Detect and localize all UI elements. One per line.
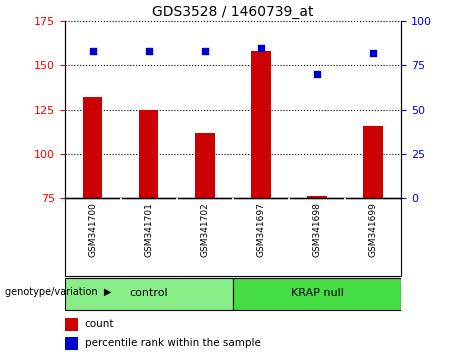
Text: GSM341698: GSM341698 [313,202,321,257]
Text: count: count [85,319,114,329]
Text: genotype/variation  ▶: genotype/variation ▶ [5,287,111,297]
Bar [307,196,327,198]
Point [257,45,265,51]
Bar [251,51,271,198]
Text: GSM341697: GSM341697 [256,202,266,257]
Point [201,48,208,54]
Point [89,48,96,54]
Text: KRAP null: KRAP null [290,288,343,298]
Text: control: control [130,288,168,298]
Text: percentile rank within the sample: percentile rank within the sample [85,338,260,348]
Text: GSM341700: GSM341700 [88,202,97,257]
Title: GDS3528 / 1460739_at: GDS3528 / 1460739_at [152,5,313,19]
Bar [363,126,383,198]
Bar [83,97,102,198]
Bar [233,278,401,310]
Point [369,50,377,56]
Bar [65,278,233,310]
Bar [139,110,159,198]
Bar [65,337,78,350]
Bar [195,133,214,198]
Text: GSM341702: GSM341702 [200,202,209,257]
Text: GSM341699: GSM341699 [368,202,378,257]
Point [145,48,152,54]
Point [313,72,321,77]
Text: GSM341701: GSM341701 [144,202,153,257]
Bar [65,318,78,331]
